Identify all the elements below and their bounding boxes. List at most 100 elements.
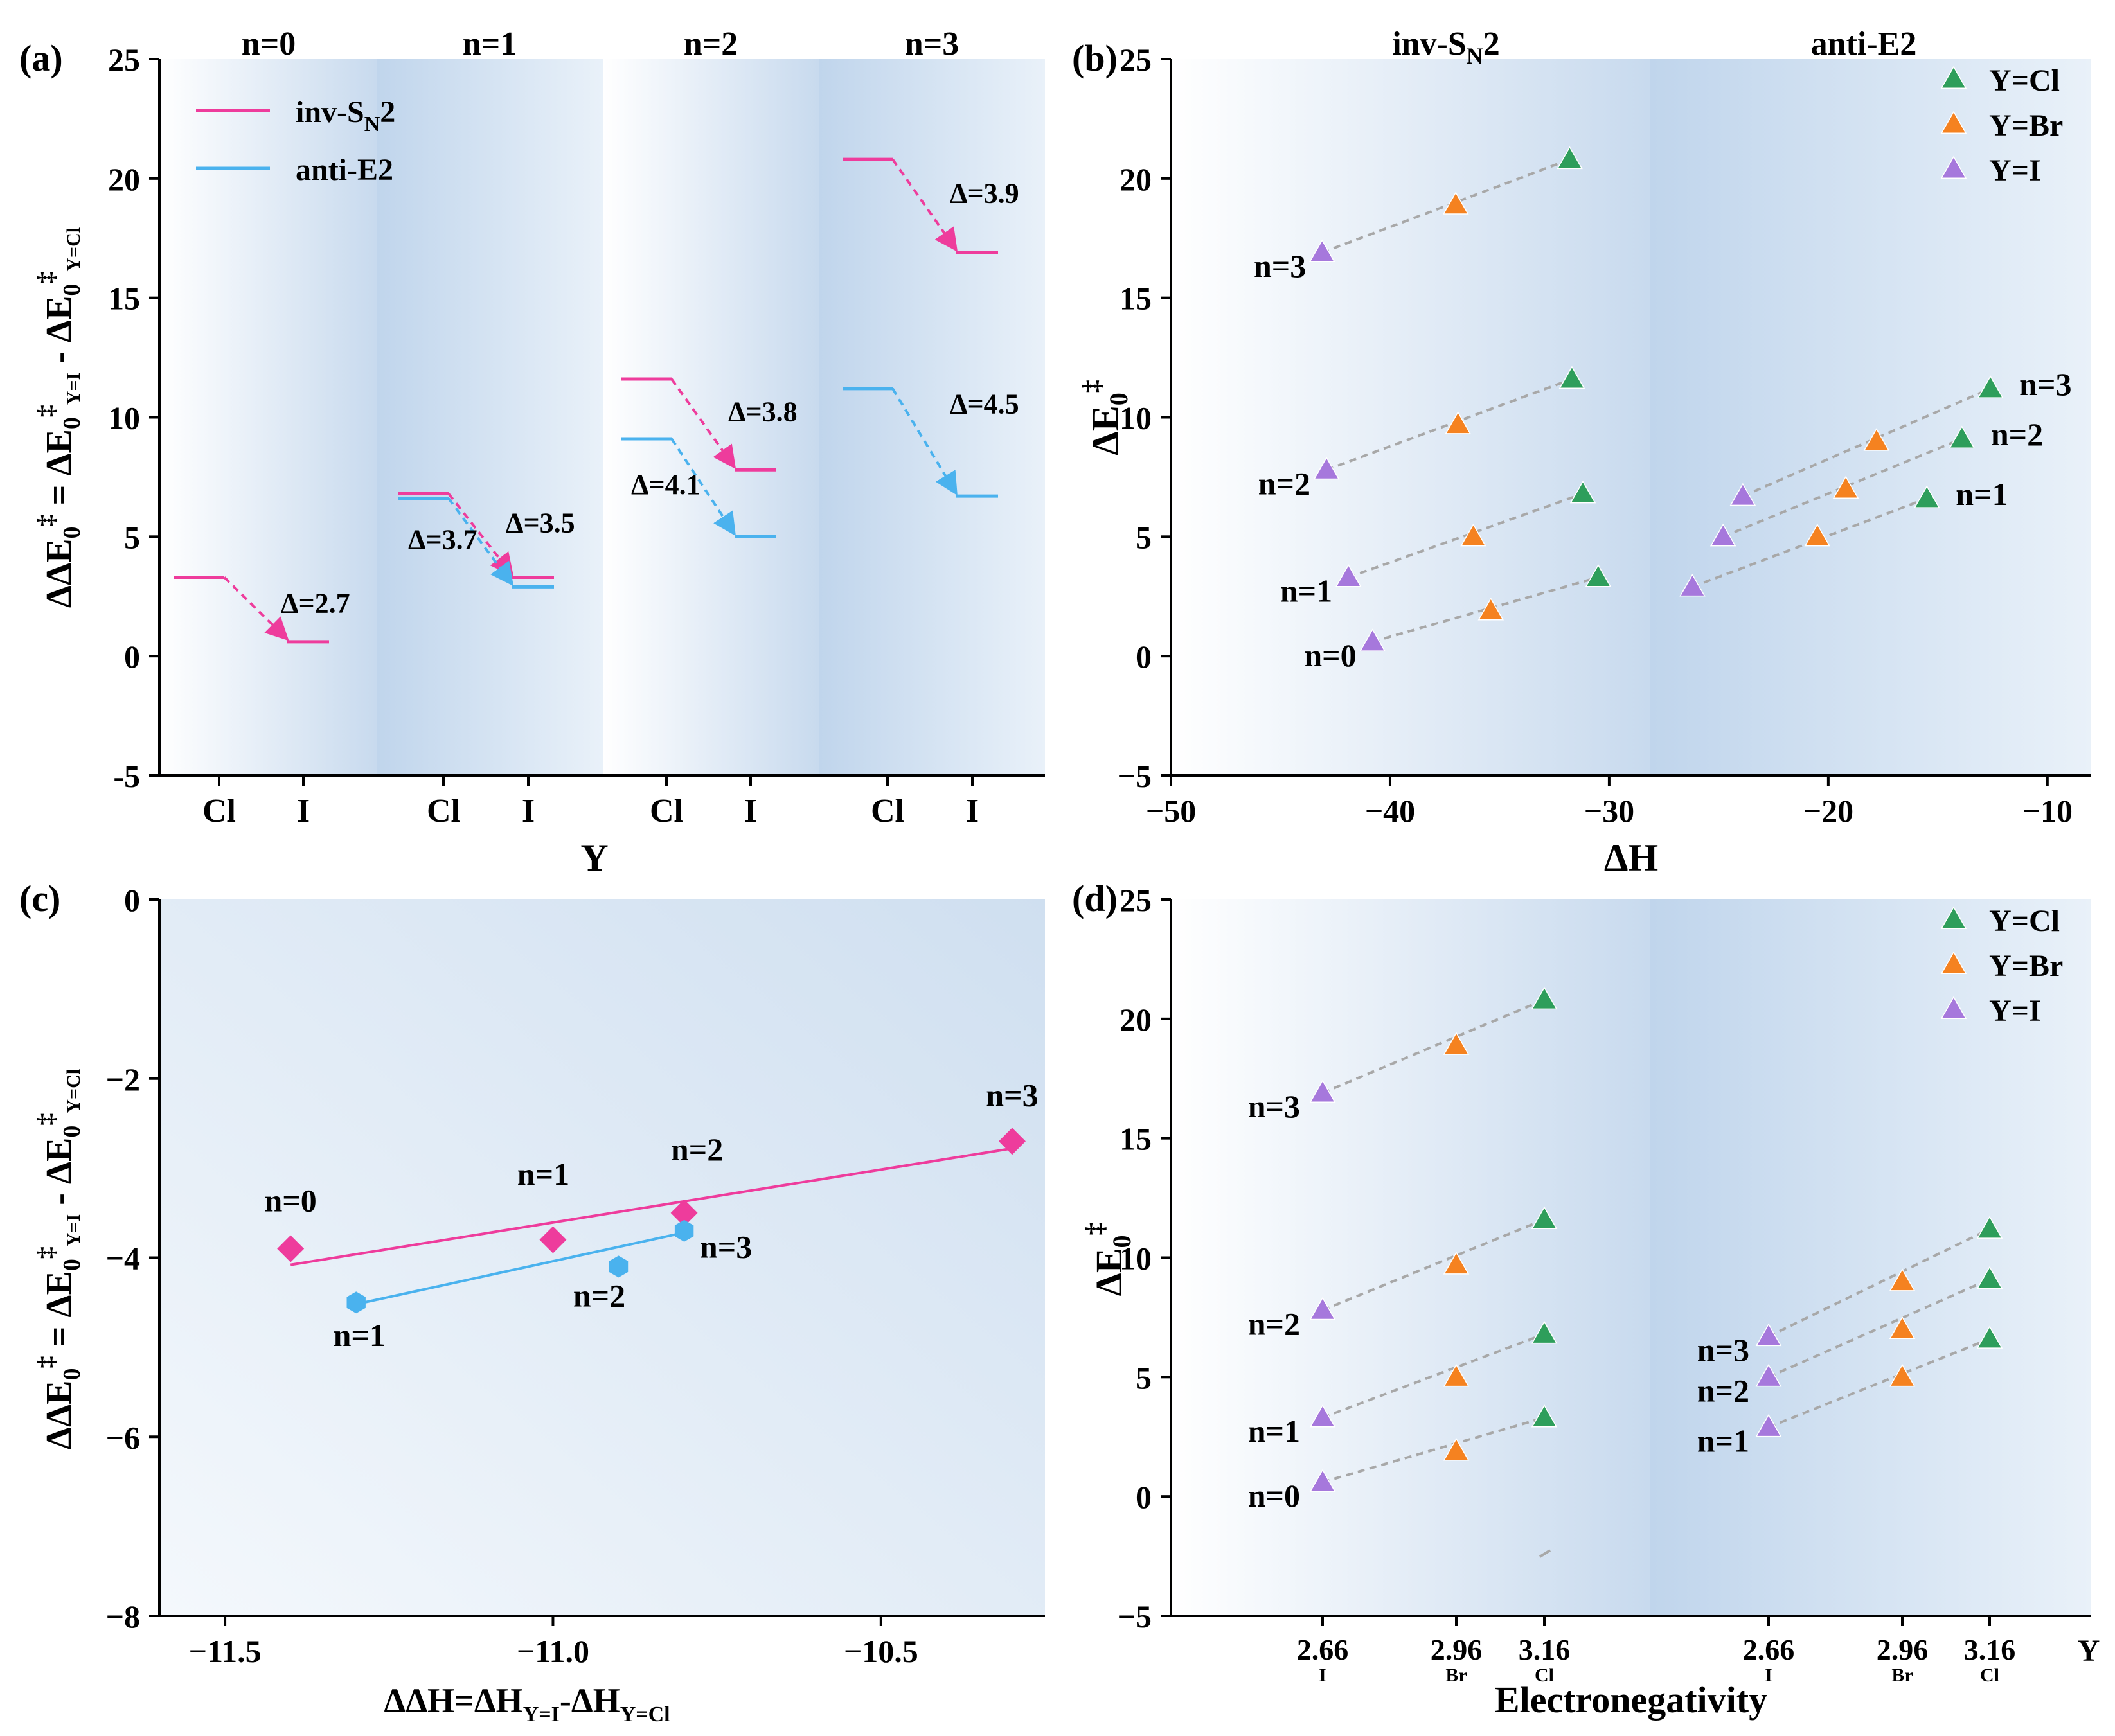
point-d-sn2-n=2-I bbox=[1309, 1297, 1336, 1320]
point-d-e2-n=1-Cl bbox=[1976, 1325, 2003, 1349]
point-sn2-n=0-Cl bbox=[1585, 564, 1612, 587]
point-d-sn2-n=0-I bbox=[1309, 1469, 1336, 1492]
panel-c-point-labels: n=0 n=1 n=2 n=3 n=1 n=2 n=3 bbox=[264, 1077, 1038, 1353]
point-e2-n=1-I bbox=[1679, 573, 1706, 597]
x-tick-value: 2.96 bbox=[1877, 1633, 1929, 1666]
x-tick-label: −10.5 bbox=[844, 1633, 918, 1669]
group-label-n=1: n=1 bbox=[463, 26, 517, 62]
n-label-n=2: n=2 bbox=[1258, 465, 1310, 501]
guide-d-sn2-n=1 bbox=[1322, 1333, 1545, 1419]
point-d-e2-n=3-Cl bbox=[1976, 1216, 2003, 1239]
point-e2-n=3-I bbox=[1729, 483, 1756, 506]
point-e2-n=2-Cl bbox=[1949, 425, 1976, 448]
region-label-sn2: inv-SN2 bbox=[1392, 26, 1500, 69]
y-tick-label: -5 bbox=[113, 758, 140, 794]
stray-dash bbox=[1539, 1549, 1551, 1558]
panel-c-ylabel: ΔΔE0‡ = ΔE0‡Y=I - ΔE0‡Y=Cl bbox=[33, 1069, 85, 1449]
point-d-e2-n=3-I bbox=[1755, 1323, 1782, 1347]
n-label-e2-n=1: n=1 bbox=[1956, 476, 2008, 512]
x-tick-element: Br bbox=[1445, 1665, 1467, 1686]
panel-a-y-ticks: -5 0 5 10 15 20 25 bbox=[108, 42, 159, 794]
y-tick-label: −2 bbox=[106, 1061, 141, 1097]
panel-b-legend: Y=Cl Y=Br Y=I bbox=[1940, 64, 2063, 188]
point-sn2-n=3-Br bbox=[1442, 191, 1469, 215]
x-tick-label: I bbox=[744, 793, 757, 829]
point-d-e2-n=2-Cl bbox=[1976, 1266, 2003, 1289]
band-n1 bbox=[377, 59, 603, 775]
panel-b: (b) inv-SN2 anti-E2 n=0n=1n=2n=3n=1n=2n=… bbox=[1072, 26, 2091, 879]
point-sn2-n=2-Br bbox=[1445, 411, 1471, 434]
e2-n=2-delta-label: Δ=4.1 bbox=[631, 469, 701, 500]
point-label-inv-SN2-n=3: n=3 bbox=[986, 1077, 1038, 1113]
panel-d-legend: Y=Cl Y=Br Y=I bbox=[1940, 904, 2063, 1028]
n-label-n=3: n=3 bbox=[1254, 248, 1306, 284]
y-tick-label: 20 bbox=[1120, 1002, 1152, 1038]
x-tick-value: 3.16 bbox=[1964, 1633, 2016, 1666]
panel-a-legend: inv-SN2 anti-E2 bbox=[196, 95, 395, 187]
y-tick-label: −4 bbox=[106, 1241, 141, 1277]
y-tick-label: 25 bbox=[1120, 42, 1152, 78]
panel-a-xlabel: Y bbox=[580, 837, 608, 879]
region-d-e2 bbox=[1650, 899, 2091, 1616]
point-e2-n=1 bbox=[346, 1291, 366, 1314]
panel-b-n-labels: n=0 n=1 n=2 n=3 n=1 n=2 n=3 bbox=[1254, 248, 2072, 673]
y-tick-label: 15 bbox=[108, 281, 140, 317]
sn2-n=0-delta-label: Δ=2.7 bbox=[281, 588, 350, 619]
point-sn2-n=0-Br bbox=[1477, 598, 1504, 621]
n-label-e2-n=2: n=2 bbox=[1991, 416, 2043, 452]
panel-c-background bbox=[159, 899, 1045, 1616]
x-tick-label: Cl bbox=[650, 793, 683, 829]
legend-d-marker-I bbox=[1940, 996, 1967, 1019]
x-tick-label: −40 bbox=[1365, 793, 1416, 829]
y-tick-label: 5 bbox=[124, 519, 140, 555]
point-label-inv-SN2-n=2: n=2 bbox=[671, 1131, 723, 1167]
n-label-d-e2-n=2: n=2 bbox=[1697, 1372, 1749, 1408]
y-tick-label: 20 bbox=[108, 161, 140, 197]
band-n2 bbox=[603, 59, 819, 775]
panel-b-label: (b) bbox=[1072, 37, 1118, 79]
n-label-e2-n=3: n=3 bbox=[2019, 366, 2071, 402]
n-label-d-n=0: n=0 bbox=[1248, 1478, 1300, 1514]
x-tick-value: 2.66 bbox=[1297, 1633, 1349, 1666]
point-e2-n=3-Br bbox=[1863, 428, 1890, 451]
x-tick-element: Cl bbox=[1980, 1665, 1999, 1686]
n-label-d-e2-n=3: n=3 bbox=[1697, 1332, 1749, 1368]
panel-d-x-end-label: Y bbox=[2078, 1634, 2100, 1668]
group-label-n=3: n=3 bbox=[905, 26, 959, 62]
x-tick-value: 2.66 bbox=[1743, 1633, 1795, 1666]
panel-d-regions bbox=[1171, 899, 2091, 1616]
y-tick-label: 15 bbox=[1120, 281, 1152, 317]
legend-e2-label: anti-E2 bbox=[296, 153, 393, 187]
panel-a-ylabel: ΔΔE0‡ = ΔE0‡Y=I - ΔE0‡Y=Cl bbox=[33, 227, 85, 608]
point-sn2-n=0-I bbox=[1359, 628, 1386, 651]
point-d-sn2-n=3-Br bbox=[1443, 1032, 1470, 1055]
point-sn2-n=3-I bbox=[1308, 239, 1335, 263]
group-label-n=0: n=0 bbox=[242, 26, 296, 62]
point-e2-n=2 bbox=[609, 1255, 629, 1278]
point-d-sn2-n=0-Br bbox=[1443, 1438, 1470, 1461]
panel-b-points bbox=[1308, 146, 2004, 651]
panel-d-xlabel: Electronegativity bbox=[1495, 1679, 1767, 1721]
y-tick-label: 10 bbox=[108, 400, 140, 436]
x-tick-element: I bbox=[1319, 1665, 1326, 1686]
guide-d-sn2-n=3 bbox=[1322, 998, 1545, 1094]
legend-d-marker-Cl bbox=[1940, 906, 1967, 929]
x-tick-element: Cl bbox=[1535, 1665, 1554, 1686]
panel-c-points bbox=[277, 1128, 1026, 1314]
sn2-n=2-delta-label: Δ=3.8 bbox=[728, 396, 798, 428]
panel-d: (d) n=0 n=1 n=2 n=3 n=1 n=2 n=3 −5 0 5 10 15 20 25 2… bbox=[1072, 878, 2100, 1721]
legend-label-I: Y=I bbox=[1989, 154, 2041, 188]
n-label-n=1: n=1 bbox=[1280, 573, 1332, 609]
panel-b-xlabel: ΔH bbox=[1604, 837, 1658, 879]
y-tick-label: 25 bbox=[108, 42, 140, 78]
x-tick-label: I bbox=[522, 793, 535, 829]
panel-c-label: (c) bbox=[19, 878, 60, 919]
y-tick-label: 25 bbox=[1120, 882, 1152, 918]
x-tick-label: −30 bbox=[1584, 793, 1635, 829]
e2-n=1-arrow bbox=[447, 497, 514, 587]
x-tick-value: 3.16 bbox=[1519, 1633, 1571, 1666]
guide-d-sn2-n=0 bbox=[1322, 1416, 1545, 1484]
